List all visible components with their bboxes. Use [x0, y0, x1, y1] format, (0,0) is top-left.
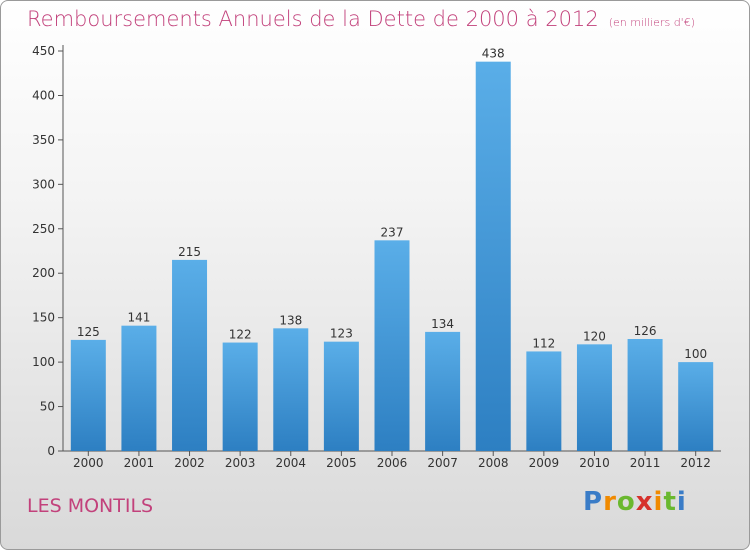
x-tick-label: 2005	[326, 456, 357, 470]
y-tick-label: 200	[32, 266, 55, 280]
data-label: 138	[279, 313, 302, 327]
chart-title: Remboursements Annuels de la Dette de 20…	[27, 7, 695, 31]
x-tick-label: 2004	[275, 456, 306, 470]
data-label: 126	[634, 324, 657, 338]
x-tick-label: 2003	[225, 456, 256, 470]
bar	[121, 325, 157, 451]
chart-title-text: Remboursements Annuels de la Dette de 20…	[27, 7, 599, 31]
bar	[323, 341, 359, 451]
data-label: 237	[381, 225, 404, 239]
data-label: 438	[482, 47, 505, 61]
data-label: 100	[684, 347, 707, 361]
y-tick-label: 350	[32, 133, 55, 147]
bar	[70, 339, 106, 451]
x-tick-label: 2010	[579, 456, 610, 470]
proxiti-logo: Proxiti	[583, 487, 687, 517]
chart-subtitle: (en milliers d'€)	[608, 16, 695, 29]
x-tick-label: 2002	[174, 456, 205, 470]
x-tick-label: 2000	[73, 456, 104, 470]
commune-name: LES MONTILS	[27, 495, 154, 517]
bar	[627, 339, 663, 451]
bar	[475, 61, 511, 452]
data-label: 120	[583, 329, 606, 343]
x-tick-label: 2011	[630, 456, 661, 470]
x-tick-label: 2008	[478, 456, 509, 470]
data-label: 112	[532, 336, 555, 350]
data-label: 125	[77, 325, 100, 339]
y-tick-label: 0	[47, 444, 55, 458]
y-tick-label: 300	[32, 177, 55, 191]
data-label: 122	[229, 328, 252, 342]
y-tick-label: 50	[40, 400, 55, 414]
x-tick-label: 2012	[680, 456, 711, 470]
data-label: 141	[127, 311, 150, 325]
y-tick-label: 450	[32, 44, 55, 58]
y-tick-label: 250	[32, 222, 55, 236]
data-label: 123	[330, 327, 353, 341]
bar	[425, 331, 461, 451]
bar	[172, 259, 208, 451]
x-tick-label: 2006	[377, 456, 408, 470]
x-tick-label: 2007	[427, 456, 458, 470]
bar	[273, 328, 309, 451]
y-tick-label: 400	[32, 88, 55, 102]
y-tick-label: 150	[32, 311, 55, 325]
bar	[678, 362, 714, 451]
x-tick-label: 2009	[529, 456, 560, 470]
data-label: 134	[431, 317, 454, 331]
bar	[576, 344, 612, 451]
bar	[222, 342, 258, 451]
data-label: 215	[178, 245, 201, 259]
y-tick-label: 100	[32, 355, 55, 369]
bar	[526, 351, 562, 451]
bar	[374, 240, 410, 451]
x-tick-label: 2001	[124, 456, 155, 470]
